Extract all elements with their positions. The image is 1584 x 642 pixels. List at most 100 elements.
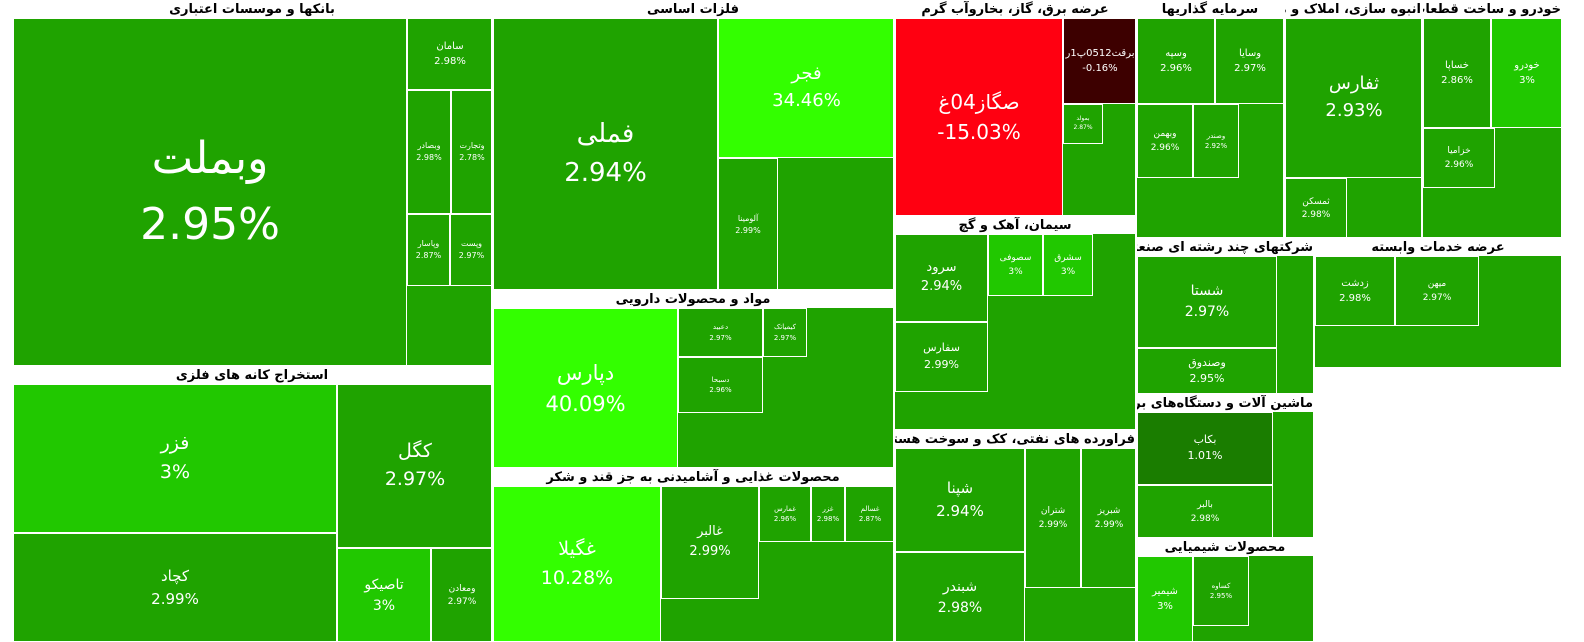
tile-power-0[interactable]: صگاز04غ -15.03% [895,18,1063,216]
tile-petroleum-3[interactable]: شبندر 2.98% [895,552,1025,642]
tile-basic-metals-1[interactable]: فجر 34.46% [718,18,894,158]
tile-change: 40.09% [545,392,625,416]
tile-symbol: غمارس [774,505,796,513]
tile-pharma-3[interactable]: دسبحا 2.96% [678,357,763,413]
tile-investments-3[interactable]: وصندر 2.92% [1193,104,1239,178]
sector-auto: خودرو و ساخت قطعات خساپا 2.86% خودرو 3% خزامی… [1422,0,1562,238]
tile-symbol: وسایا [1239,48,1261,60]
sector-header: ماشین آلات و دستگاه‌های برقی [1137,395,1313,413]
tile-change: 2.96% [709,386,731,394]
tile-auto-1[interactable]: خودرو 3% [1491,18,1562,128]
tile-electrical-1[interactable]: بالبر 2.98% [1137,485,1273,538]
tile-metal-mining-4[interactable]: ومعادن 2.97% [431,548,492,642]
tile-chemicals-1[interactable]: کساوه 2.95% [1193,556,1249,626]
tile-auto-2[interactable]: خزامیا 2.96% [1423,128,1495,188]
tile-metal-mining-1[interactable]: کگل 2.97% [337,384,492,548]
tile-symbol: شستا [1191,283,1224,299]
tile-food-0[interactable]: غگیلا 10.28% [493,486,661,642]
tile-change: 2.96% [1445,160,1474,170]
tile-symbol: کیمیاتک [774,323,796,331]
tile-change: 10.28% [541,568,613,590]
tile-basic-metals-2[interactable]: آلومینا 2.99% [718,158,778,290]
tile-change: 2.99% [735,226,760,235]
tile-food-2[interactable]: غمارس 2.96% [759,486,811,542]
tile-symbol: سشرق [1054,253,1082,263]
tile-change: 2.97% [1423,293,1452,303]
tile-power-1[interactable]: برقت0512پ1ر -0.16% [1063,18,1136,104]
sector-header: انبوه سازی، املاک و مستغلات [1285,1,1421,19]
tile-banks-4[interactable]: وپاسار 2.87% [407,214,450,286]
tile-symbol: کگل [398,441,432,463]
tile-banks-2[interactable]: وبصادر 2.98% [407,90,451,214]
tile-change: 2.93% [1325,101,1382,122]
tile-food-1[interactable]: غالبر 2.99% [661,486,759,599]
tile-symbol: ثمسکن [1302,197,1330,207]
tile-change: 2.97% [459,251,484,260]
sector-investments: سرمایه گذاریها وسپه 2.96% وسایا 2.97% وبهمن 2.… [1136,0,1284,238]
tile-power-2[interactable]: بمولد 2.87% [1063,104,1103,144]
tile-symbol: وصندر [1207,132,1226,140]
tile-symbol: شبریز [1098,506,1121,516]
tile-change: 2.95% [1190,373,1225,386]
tile-services-1[interactable]: میهن 2.97% [1395,256,1479,326]
tile-symbol: شتران [1041,506,1065,516]
tile-metal-mining-2[interactable]: کچاد 2.99% [13,533,337,642]
tile-change: 2.86% [1441,75,1473,87]
tile-change: 2.87% [1073,125,1092,132]
tile-change: 3% [1519,75,1535,87]
tile-change: 3% [373,598,395,614]
tile-cement-1[interactable]: سصوفی 3% [988,234,1043,296]
tile-banks-5[interactable]: وپست 2.97% [450,214,492,286]
tile-metal-mining-0[interactable]: فزر 3% [13,384,337,533]
tile-petroleum-0[interactable]: شپنا 2.94% [895,448,1025,552]
tile-petroleum-1[interactable]: شتران 2.99% [1025,448,1081,588]
tile-construction-1[interactable]: ثمسکن 2.98% [1285,178,1347,238]
tile-investments-2[interactable]: وبهمن 2.96% [1137,104,1193,178]
tile-change: 2.97% [709,334,731,342]
tile-pharma-1[interactable]: دعبید 2.97% [678,308,763,357]
tile-banks-1[interactable]: سامان 2.98% [407,18,492,90]
tile-change: 2.87% [416,251,441,260]
tile-basic-metals-0[interactable]: فملی 2.94% [493,18,718,290]
tile-symbol: وبصادر [418,141,441,150]
tile-construction-0[interactable]: ثفارس 2.93% [1285,18,1422,178]
tile-change: 3% [1061,267,1075,277]
tile-symbol: فملی [577,120,635,150]
tile-multi-industry-1[interactable]: وصندوق 2.95% [1137,348,1277,394]
tile-food-4[interactable]: غسالم 2.87% [845,486,894,542]
tile-cement-3[interactable]: سفارس 2.99% [895,322,988,392]
tile-symbol: زدشت [1341,278,1368,290]
tile-symbol: خزامیا [1447,146,1470,156]
tile-services-0[interactable]: زدشت 2.98% [1315,256,1395,326]
tile-cement-0[interactable]: سرود 2.94% [895,234,988,322]
tile-symbol: وبملت [152,134,269,185]
tile-investments-1[interactable]: وسایا 2.97% [1215,18,1284,104]
tile-pharma-2[interactable]: کیمیاتک 2.97% [763,308,807,357]
tile-banks-0[interactable]: وبملت 2.95% [13,18,407,366]
sector-basic-metals: فلزات اساسی فملی 2.94% فجر 34.46% آلومینا 2.99… [492,0,894,290]
tile-symbol: وتجارت [459,141,484,150]
tile-change: 2.97% [1234,63,1266,75]
tile-investments-0[interactable]: وسپه 2.96% [1137,18,1215,104]
tile-chemicals-0[interactable]: شیمیر 3% [1137,556,1193,642]
tile-symbol: غزر [823,505,834,513]
tile-pharma-0[interactable]: دپارس 40.09% [493,308,678,468]
tile-change: -15.03% [937,121,1020,144]
tile-multi-industry-0[interactable]: شستا 2.97% [1137,256,1277,348]
tile-cement-2[interactable]: سشرق 3% [1043,234,1093,296]
tile-petroleum-2[interactable]: شبریز 2.99% [1081,448,1136,588]
sector-header: مواد و محصولات دارویی [493,291,893,309]
sector-banks: بانکها و موسسات اعتباری وبملت 2.95% سامان 2.… [12,0,492,366]
tile-food-3[interactable]: غزر 2.98% [811,486,845,542]
tile-symbol: بمولد [1076,116,1089,123]
sector-header: محصولات شیمیایی [1137,539,1313,557]
tile-banks-3[interactable]: وتجارت 2.78% [451,90,492,214]
tile-auto-0[interactable]: خساپا 2.86% [1423,18,1491,128]
sector-multi-industry: شرکتهای چند رشته ای صنعتی شستا 2.97% وصندوق… [1136,238,1314,394]
tile-metal-mining-3[interactable]: تاصیکو 3% [337,548,431,642]
tile-symbol: فزر [161,433,190,455]
tile-change: 2.94% [921,280,962,295]
tile-electrical-0[interactable]: بکاب 1.01% [1137,412,1273,485]
tile-symbol: خساپا [1445,60,1469,72]
tile-symbol: دعبید [713,323,728,331]
